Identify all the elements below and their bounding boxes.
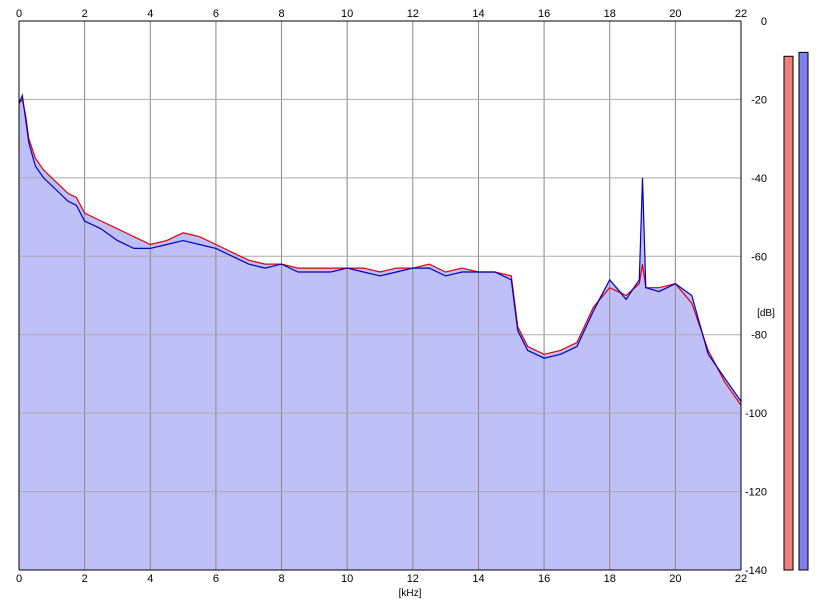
x-tick-label-bottom-2: 4 xyxy=(147,573,153,585)
y-tick-label-2: -40 xyxy=(751,173,767,185)
x-tick-label-top-2: 4 xyxy=(147,8,153,20)
axis-layer xyxy=(18,20,742,571)
series-layer xyxy=(18,93,742,406)
spectrum-area xyxy=(19,95,741,570)
x-tick-label-top-10: 20 xyxy=(669,8,681,20)
x-tick-label-top-7: 14 xyxy=(472,8,484,20)
x-tick-label-top-4: 8 xyxy=(278,8,284,20)
x-tick-label-bottom-5: 10 xyxy=(341,573,353,585)
y-tick-label-7: -140 xyxy=(745,565,767,577)
x-tick-label-top-0: 0 xyxy=(16,8,22,20)
x-tick-label-top-6: 12 xyxy=(407,8,419,20)
x-tick-label-bottom-11: 22 xyxy=(735,573,747,585)
level-meter-1 xyxy=(798,51,809,571)
x-tick-label-bottom-4: 8 xyxy=(278,573,284,585)
x-tick-label-bottom-7: 14 xyxy=(472,573,484,585)
series-line-1 xyxy=(18,93,742,402)
x-tick-label-top-1: 2 xyxy=(82,8,88,20)
x-tick-label-top-3: 6 xyxy=(213,8,219,20)
y-tick-label-3: -60 xyxy=(751,251,767,263)
x-tick-label-bottom-6: 12 xyxy=(407,573,419,585)
x-tick-label-bottom-0: 0 xyxy=(16,573,22,585)
x-axis-label: [kHz] xyxy=(399,588,422,599)
series-line-0 xyxy=(18,98,742,406)
x-tick-label-bottom-10: 20 xyxy=(669,573,681,585)
y-tick-label-6: -120 xyxy=(745,487,767,499)
x-tick-label-bottom-1: 2 xyxy=(82,573,88,585)
level-meters xyxy=(783,51,809,571)
y-tick-label-4: -80 xyxy=(751,330,767,342)
x-tick-label-top-5: 10 xyxy=(341,8,353,20)
x-tick-label-top-9: 18 xyxy=(604,8,616,20)
x-tick-label-bottom-8: 16 xyxy=(538,573,550,585)
level-meter-0 xyxy=(783,55,794,571)
x-tick-label-top-11: 22 xyxy=(735,8,747,20)
y-axis-label: [dB] xyxy=(757,308,775,319)
x-tick-label-bottom-9: 18 xyxy=(604,573,616,585)
y-tick-label-5: -100 xyxy=(745,408,767,420)
tick-labels: 002244668810101212141416161818202022220-… xyxy=(16,8,767,585)
y-tick-label-0: 0 xyxy=(761,16,767,28)
y-tick-label-1: -20 xyxy=(751,94,767,106)
spectrum-area-layer xyxy=(19,95,741,570)
x-tick-label-bottom-3: 6 xyxy=(213,573,219,585)
x-tick-label-top-8: 16 xyxy=(538,8,550,20)
